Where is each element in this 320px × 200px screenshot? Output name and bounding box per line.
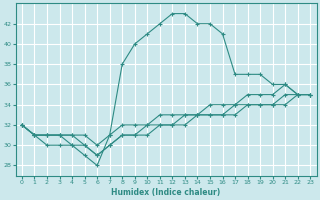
X-axis label: Humidex (Indice chaleur): Humidex (Indice chaleur)	[111, 188, 221, 197]
